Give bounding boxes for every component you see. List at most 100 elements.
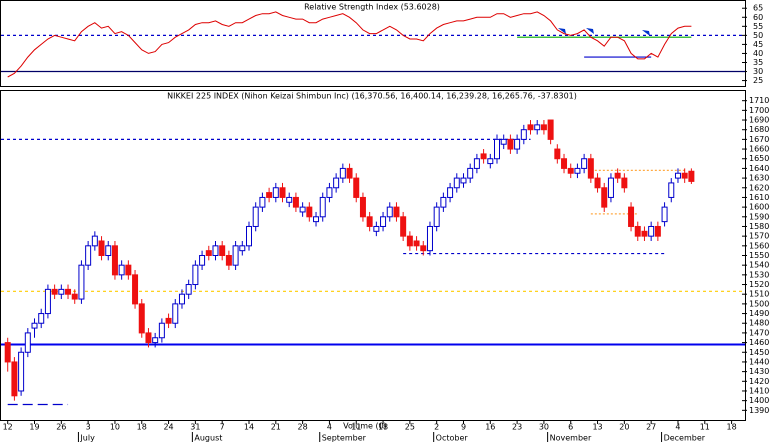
candle-body bbox=[326, 187, 333, 198]
y-tick-label: 15400 bbox=[749, 261, 770, 270]
y-tick-label: 16900 bbox=[749, 116, 770, 125]
candle-body bbox=[319, 196, 326, 218]
x-tick-label: 21 bbox=[271, 423, 281, 432]
x-tick-label: 25 bbox=[405, 423, 415, 432]
candle-body bbox=[648, 225, 655, 237]
candle-body bbox=[420, 245, 427, 252]
candle-body bbox=[634, 225, 641, 237]
candle-body bbox=[91, 235, 98, 247]
x-tick-label: 19 bbox=[29, 423, 39, 432]
x-tick-label: 7 bbox=[220, 423, 225, 432]
y-tick-label: 16800 bbox=[749, 125, 770, 134]
x-tick-label: 20 bbox=[619, 423, 629, 432]
candle-body bbox=[313, 216, 320, 223]
x-tick-label: 13 bbox=[592, 423, 602, 432]
candle-body bbox=[359, 196, 366, 218]
rsi-tick-label: 65 bbox=[753, 4, 763, 13]
candle-body bbox=[674, 172, 681, 179]
candle-body bbox=[11, 361, 18, 397]
y-tick-label: 14800 bbox=[749, 319, 770, 328]
candle-body bbox=[380, 216, 387, 227]
rsi-tick-label: 60 bbox=[753, 13, 763, 22]
candle-body bbox=[259, 196, 266, 208]
candle-body bbox=[299, 206, 306, 213]
x-tick-label: 27 bbox=[646, 423, 656, 432]
candle-body bbox=[18, 351, 25, 392]
y-tick-label: 15600 bbox=[749, 241, 770, 250]
rsi-tick-label: 30 bbox=[753, 67, 763, 76]
rsi-tick-label: 50 bbox=[753, 31, 763, 40]
candle-body bbox=[145, 332, 152, 344]
candle-body bbox=[413, 240, 420, 247]
y-tick-label: 16700 bbox=[749, 135, 770, 144]
candle-body bbox=[219, 245, 226, 257]
y-tick-label: 14100 bbox=[749, 386, 770, 395]
candle-body bbox=[339, 167, 346, 179]
y-tick-label: 16000 bbox=[749, 203, 770, 212]
candle-body bbox=[111, 245, 118, 276]
x-tick-label: 18 bbox=[727, 423, 737, 432]
price-frame bbox=[0, 90, 746, 421]
candle-body bbox=[185, 284, 192, 295]
candle-body bbox=[520, 129, 527, 140]
candle-body bbox=[433, 206, 440, 227]
x-tick-label: 14 bbox=[244, 423, 254, 432]
y-tick-label: 16100 bbox=[749, 193, 770, 202]
candle-body bbox=[440, 196, 447, 208]
candle-body bbox=[460, 177, 467, 184]
candle-body bbox=[487, 158, 494, 165]
candle-body bbox=[453, 177, 460, 189]
rsi-title: Relative Strength Index (53.6028) bbox=[304, 3, 440, 12]
candle-body bbox=[540, 124, 547, 131]
x-tick-label: 11 bbox=[700, 423, 710, 432]
candle-body bbox=[232, 245, 239, 266]
x-tick-label: 28 bbox=[298, 423, 308, 432]
rsi-line bbox=[7, 11, 692, 78]
y-tick-label: 15000 bbox=[749, 299, 770, 308]
x-tick-label: 18 bbox=[378, 423, 388, 432]
candle-body bbox=[333, 177, 340, 189]
candle-body bbox=[71, 293, 78, 300]
candle-body bbox=[24, 332, 31, 353]
x-tick-label: 4 bbox=[327, 423, 332, 432]
y-tick-label: 14000 bbox=[749, 396, 770, 405]
candle-body bbox=[527, 124, 534, 131]
candle-body bbox=[246, 225, 252, 247]
candle-body bbox=[621, 177, 628, 189]
x-tick-label: 26 bbox=[56, 423, 66, 432]
rsi-tick-label: 45 bbox=[753, 40, 763, 49]
x-tick-label: 2 bbox=[434, 423, 439, 432]
y-tick-label: 15200 bbox=[749, 280, 770, 289]
candle-body bbox=[514, 138, 521, 150]
candle-body bbox=[473, 158, 480, 169]
y-tick-label: 15300 bbox=[749, 270, 770, 279]
candle-body bbox=[152, 337, 159, 344]
candle-body bbox=[601, 187, 608, 208]
candle-body bbox=[574, 167, 581, 174]
y-tick-label: 14200 bbox=[749, 377, 770, 386]
candle-body bbox=[567, 167, 574, 174]
rsi-tick-label: 25 bbox=[753, 76, 763, 85]
candle-body bbox=[51, 288, 58, 295]
candle-body bbox=[400, 216, 407, 237]
x-tick-label: 16 bbox=[485, 423, 495, 432]
x-tick-label: 11 bbox=[351, 423, 361, 432]
y-tick-label: 15900 bbox=[749, 212, 770, 221]
y-tick-label: 14900 bbox=[749, 309, 770, 318]
month-label: September bbox=[322, 434, 367, 442]
month-label: December bbox=[664, 434, 706, 442]
candle-body bbox=[98, 240, 105, 256]
candle-body bbox=[447, 187, 454, 198]
candle-body bbox=[272, 187, 279, 198]
candle-body bbox=[581, 158, 588, 169]
x-tick-label: 24 bbox=[163, 423, 173, 432]
y-tick-label: 16600 bbox=[749, 145, 770, 154]
candle-body bbox=[212, 245, 219, 257]
candle-body bbox=[252, 206, 259, 227]
candle-body bbox=[500, 138, 507, 145]
y-tick-label: 16300 bbox=[749, 174, 770, 183]
candle-body bbox=[85, 245, 92, 266]
y-tick-label: 14500 bbox=[749, 348, 770, 357]
volume-label: Volume (0) bbox=[343, 422, 387, 431]
candle-body bbox=[406, 235, 413, 247]
